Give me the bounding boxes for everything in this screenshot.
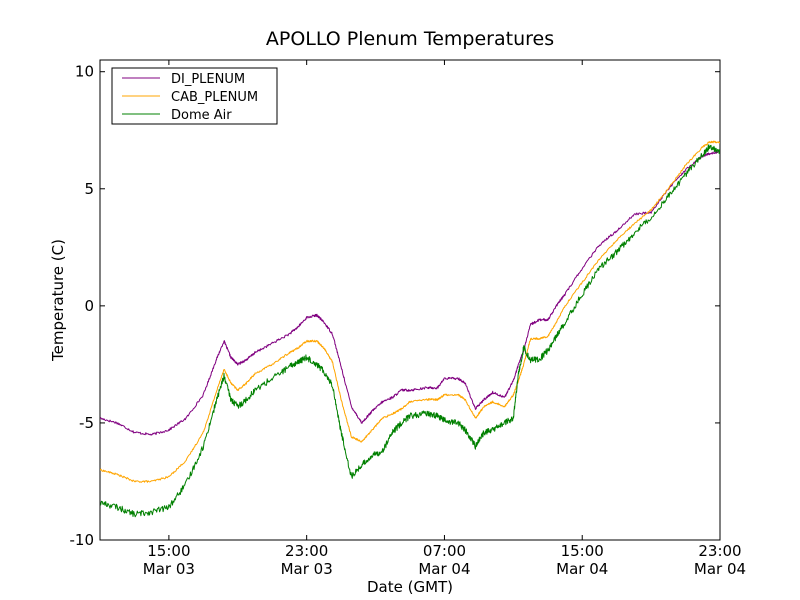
x-tick-label-date: Mar 04 [418, 560, 470, 578]
y-tick-label: -10 [70, 531, 95, 549]
x-tick-label-date: Mar 04 [694, 560, 746, 578]
series-line-dome-air [100, 144, 720, 518]
legend-label-cab-plenum: CAB_PLENUM [171, 90, 258, 105]
plot-frame [99, 59, 721, 541]
y-tick-label: 10 [75, 63, 94, 81]
x-tick-label-time: 07:00 [423, 542, 466, 560]
x-tick-label-date: Mar 04 [556, 560, 608, 578]
chart-title: APOLLO Plenum Temperatures [266, 28, 554, 50]
x-tick-label-date: Mar 03 [281, 560, 333, 578]
y-tick-label: 5 [84, 180, 94, 198]
legend-label-di-plenum: DI_PLENUM [171, 72, 245, 87]
series-layer [100, 140, 720, 518]
y-tick-label: -5 [79, 414, 94, 432]
x-tick-label-time: 15:00 [561, 542, 604, 560]
x-tick-label-time: 15:00 [147, 542, 190, 560]
y-tick-label: 0 [84, 297, 94, 315]
x-tick-label-time: 23:00 [698, 542, 741, 560]
x-axis-label: Date (GMT) [367, 578, 453, 596]
series-line-cab-plenum [100, 140, 720, 483]
legend-label-dome-air: Dome Air [171, 108, 232, 123]
legend: DI_PLENUM CAB_PLENUM Dome Air [111, 67, 278, 125]
x-tick-label-time: 23:00 [285, 542, 328, 560]
y-axis-label: Temperature (C) [49, 239, 67, 362]
x-tick-label-date: Mar 03 [143, 560, 195, 578]
series-line-di-plenum [100, 149, 720, 436]
